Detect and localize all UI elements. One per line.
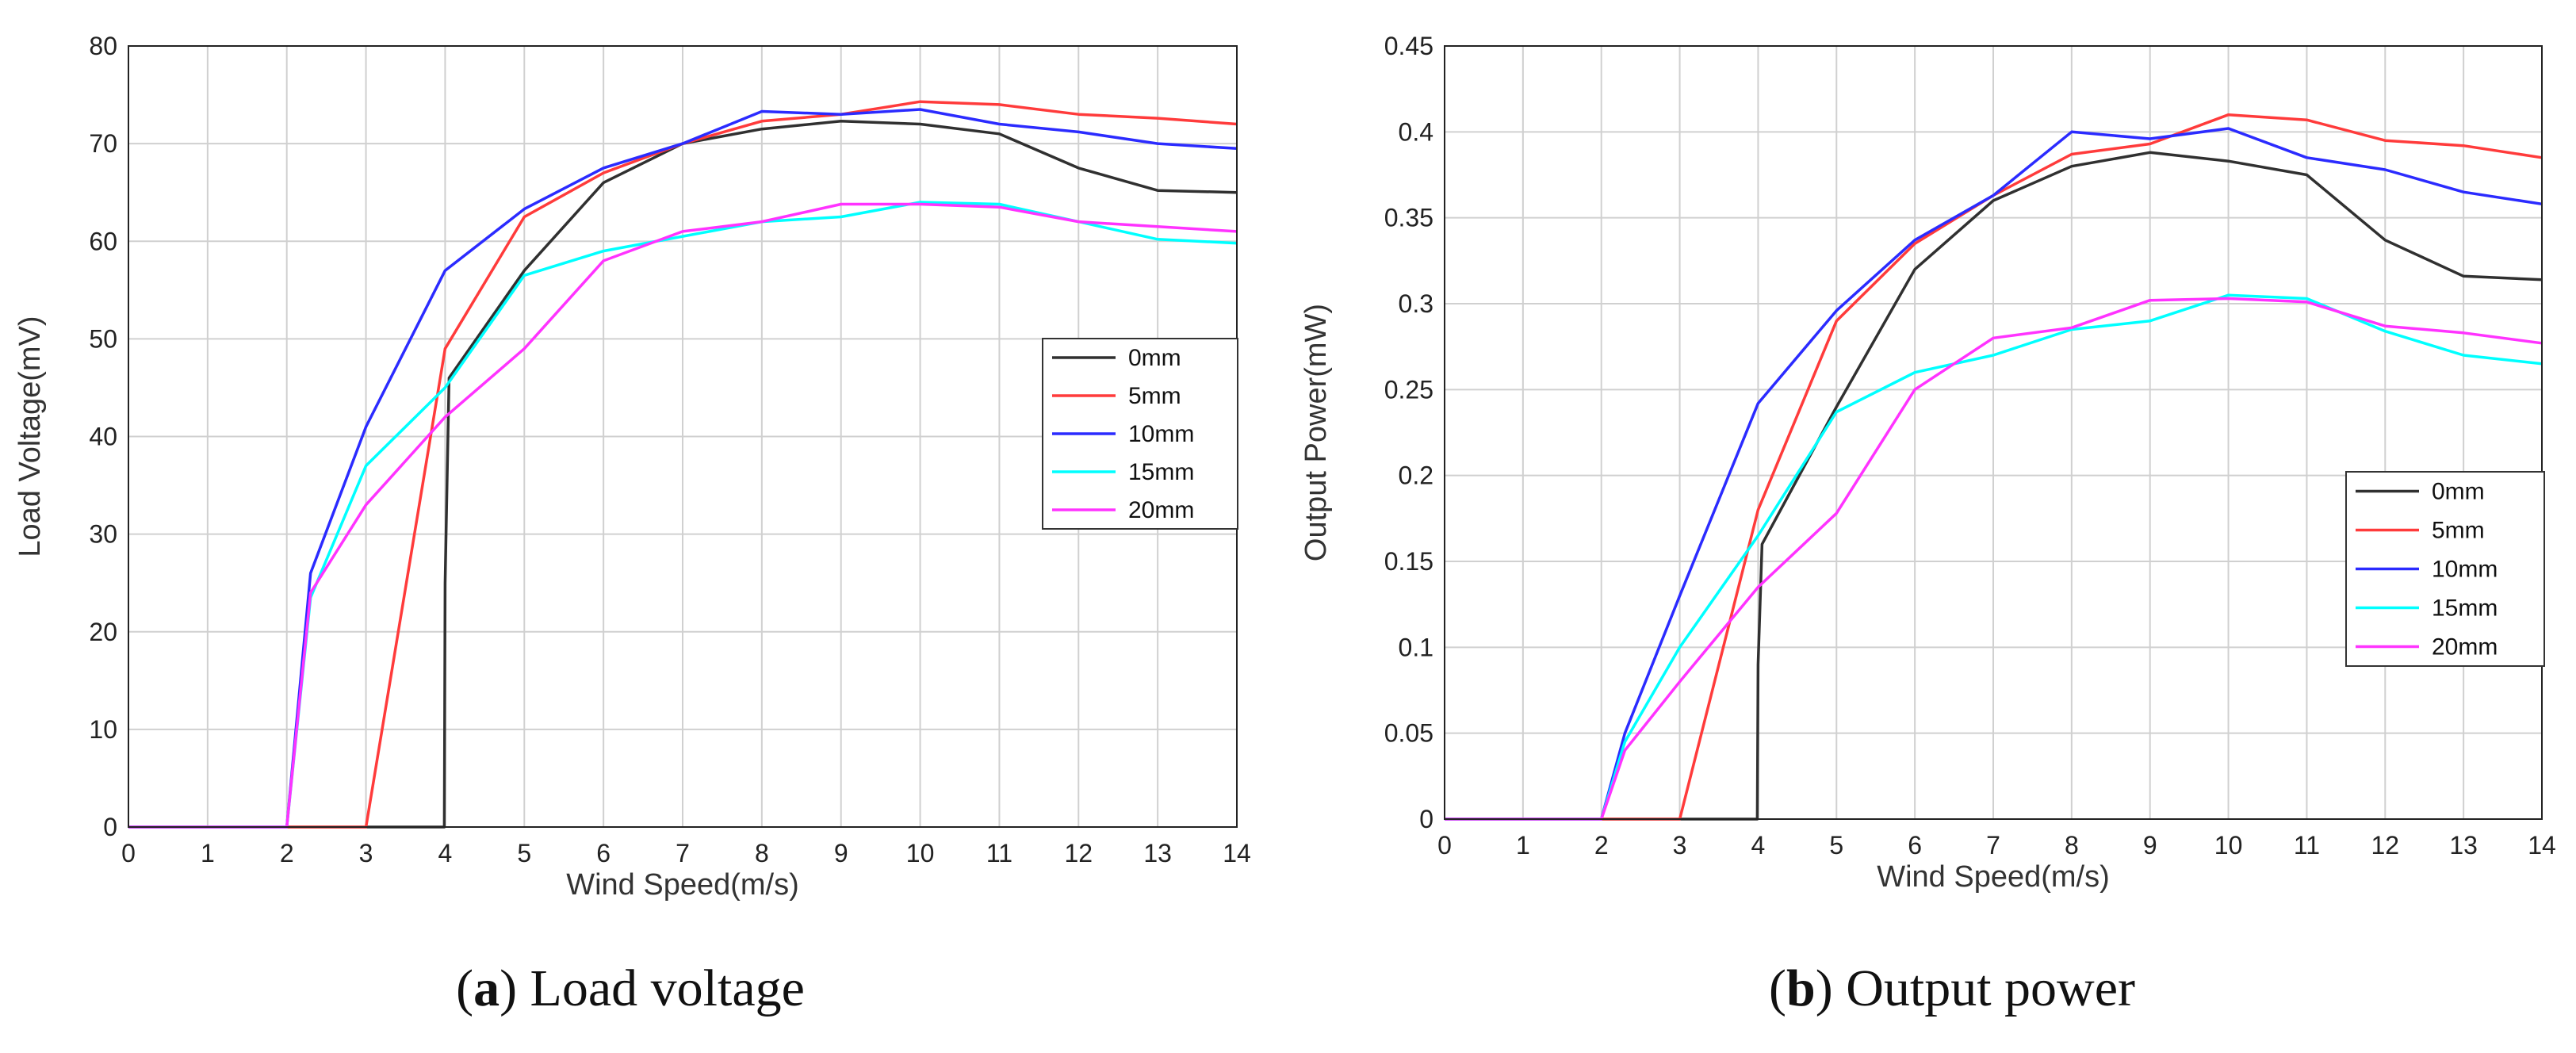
x-tick-label: 2 <box>280 839 294 867</box>
legend-label-5mm: 5mm <box>2432 518 2485 544</box>
legend-label-10mm: 10mm <box>2432 557 2498 583</box>
x-tick-label: 14 <box>1223 839 1251 867</box>
y-tick-label: 60 <box>89 227 117 255</box>
legend: 0mm 5mm 10mm 15mm 20mm <box>1042 338 1238 530</box>
caption-b: (b) Output power <box>1769 959 2135 1017</box>
x-tick-label: 6 <box>596 839 611 867</box>
x-tick-label: 3 <box>359 839 373 867</box>
chart-output-power: 0 1 2 3 4 5 6 7 8 9 10 11 12 13 1400.050.10.150.20.250… <box>1299 32 2556 894</box>
y-tick-label: 30 <box>89 520 117 549</box>
legend-label-15mm: 15mm <box>2432 595 2498 622</box>
x-tick-label: 6 <box>1908 831 1922 860</box>
series-line-20mm <box>1445 297 2543 821</box>
y-tick-label: 0.25 <box>1384 375 1433 404</box>
x-axis-title: Wind Speed(m/s) <box>566 868 799 902</box>
x-tick-label: 10 <box>906 839 935 867</box>
x-tick-label: 7 <box>1986 831 2000 860</box>
legend-label-10mm: 10mm <box>1128 421 1194 447</box>
y-tick-label: 0.2 <box>1399 461 1433 490</box>
x-tick-label: 3 <box>1673 831 1687 860</box>
legend-label-20mm: 20mm <box>1128 497 1194 523</box>
y-tick-label: 0.1 <box>1399 633 1433 661</box>
x-tick-label: 1 <box>1516 831 1530 860</box>
tick-labels: 0 1 2 3 4 5 6 7 8 9 10 11 12 13 1400.050.10.150.20.250… <box>1384 32 2556 860</box>
x-tick-label: 8 <box>2065 831 2079 860</box>
legend-label-5mm: 5mm <box>1128 383 1181 409</box>
x-tick-label: 5 <box>1829 831 1843 860</box>
y-tick-label: 0.4 <box>1399 117 1433 146</box>
x-tick-label: 13 <box>1143 839 1172 867</box>
series-line-20mm <box>128 202 1238 829</box>
y-tick-label: 0.3 <box>1399 289 1433 318</box>
y-axis-title: Load Voltage(mV) <box>13 316 47 557</box>
y-tick-label: 0.35 <box>1384 204 1433 232</box>
y-tick-label: 10 <box>89 715 117 744</box>
y-tick-label: 50 <box>89 324 117 353</box>
x-tick-label: 9 <box>2143 831 2157 860</box>
x-tick-label: 7 <box>676 839 690 867</box>
x-axis-title: Wind Speed(m/s) <box>1877 860 2110 894</box>
legend-label-0mm: 0mm <box>1128 345 1181 371</box>
y-tick-label: 0.15 <box>1384 547 1433 576</box>
x-tick-label: 12 <box>2371 831 2399 860</box>
x-tick-label: 11 <box>986 839 1012 867</box>
x-tick-label: 1 <box>201 839 215 867</box>
x-tick-label: 14 <box>2528 831 2556 860</box>
x-tick-label: 11 <box>2294 831 2320 860</box>
plot-frame <box>1444 45 2543 820</box>
x-tick-label: 0 <box>1437 831 1452 860</box>
x-tick-label: 5 <box>517 839 531 867</box>
x-tick-label: 8 <box>755 839 769 867</box>
y-tick-label: 40 <box>89 423 117 451</box>
x-tick-label: 2 <box>1594 831 1609 860</box>
y-tick-label: 0.05 <box>1384 719 1433 748</box>
y-tick-label: 0 <box>103 813 117 841</box>
caption-a: (a) Load voltage <box>456 959 805 1017</box>
legend-label-0mm: 0mm <box>2432 479 2485 505</box>
x-tick-label: 13 <box>2449 831 2478 860</box>
x-tick-label: 9 <box>834 839 848 867</box>
x-tick-label: 0 <box>121 839 136 867</box>
x-tick-label: 4 <box>438 839 453 867</box>
legend-label-15mm: 15mm <box>1128 459 1194 485</box>
y-axis-title: Output Power(mW) <box>1299 304 1333 561</box>
y-tick-label: 80 <box>89 32 117 60</box>
y-tick-label: 20 <box>89 618 117 646</box>
y-tick-label: 0.45 <box>1384 32 1433 60</box>
x-tick-label: 10 <box>2214 831 2243 860</box>
x-tick-label: 12 <box>1064 839 1093 867</box>
y-tick-label: 0 <box>1419 805 1433 833</box>
legend-label-20mm: 20mm <box>2432 634 2498 661</box>
x-tick-label: 4 <box>1751 831 1766 860</box>
legend: 0mm 5mm 10mm 15mm 20mm <box>2345 471 2545 667</box>
y-tick-label: 70 <box>89 129 117 158</box>
